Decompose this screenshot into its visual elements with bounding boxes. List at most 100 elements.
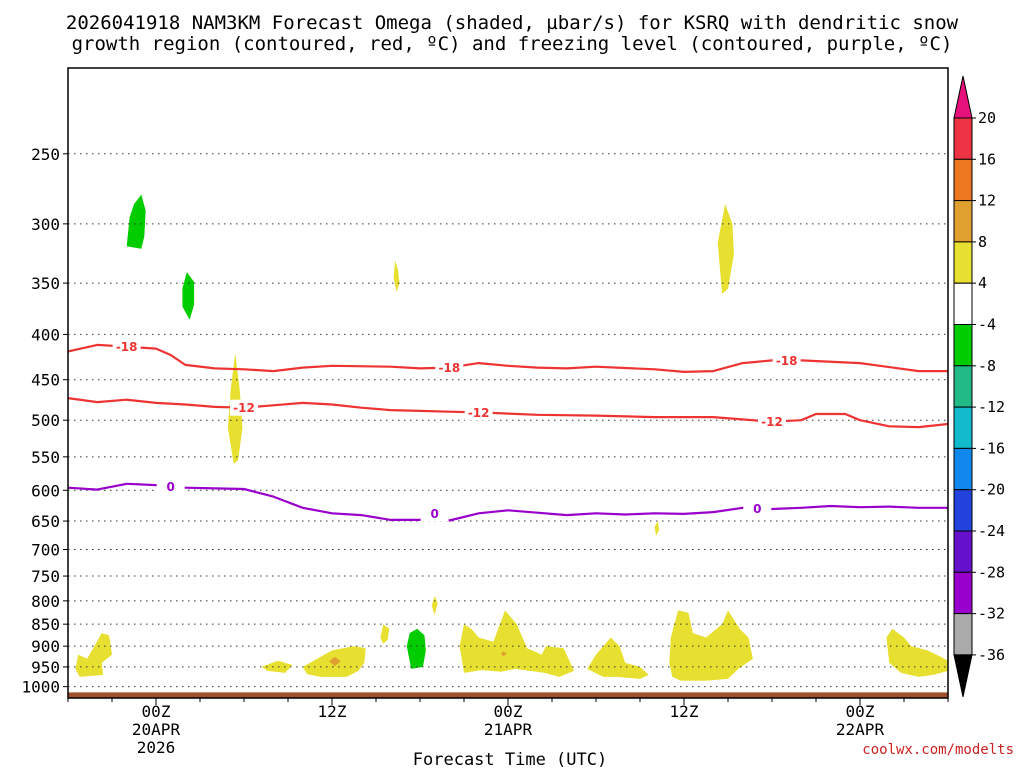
y-tick-label-300: 300	[31, 215, 60, 234]
x-tick-label1-3: 12Z	[670, 702, 699, 721]
x-tick-label3-0: 2026	[137, 738, 176, 757]
contour-label-bg-dendritic-minus18-2	[772, 352, 801, 369]
colorbar-swatch-8	[953, 447, 973, 491]
y-tick-label-400: 400	[31, 325, 60, 344]
colorbar-swatch-2	[953, 200, 973, 243]
yellow-blob-13	[886, 628, 948, 677]
colorbar-swatch-7	[953, 406, 973, 449]
contour-dendritic-minus18	[67, 343, 948, 373]
colorbar-label-2: 12	[978, 192, 996, 210]
colorbar-label-6: -8	[978, 357, 996, 375]
colorbar-swatch-6	[953, 365, 973, 408]
colorbar-label-0: 20	[978, 109, 996, 127]
x-tick-label1-4: 00Z	[846, 702, 875, 721]
credit-text: coolwx.com/modelts	[862, 742, 1014, 758]
contour-label-dendritic-minus18-2: -18	[776, 354, 798, 368]
x-tick-label1-1: 12Z	[318, 702, 347, 721]
y-tick-label-350: 350	[31, 274, 60, 293]
y-axis: 250 300 350 400 450 500 550 600 650 700 750 800 850 9…	[21, 145, 68, 697]
yellow-blob-3	[717, 204, 734, 294]
x-tick-label2-2: 21APR	[484, 720, 533, 739]
x-tick-label2-0: 20APR	[132, 720, 181, 739]
plot-area: -18 -18 -18 -12 -12 -12 0 0 0	[67, 67, 949, 699]
y-tick-label-850: 850	[31, 615, 60, 634]
orange-spot-1	[329, 656, 341, 667]
y-tick-label-750: 750	[31, 567, 60, 586]
contour-label-bg-freezing-level-0-2	[743, 500, 772, 517]
yellow-blob-10	[459, 610, 574, 677]
pressure-gridlines	[68, 153, 948, 688]
contour-label-bg-dendritic-minus18-0	[112, 338, 141, 355]
colorbar-bottom-arrow	[953, 654, 973, 698]
y-tick-label-450: 450	[31, 371, 60, 390]
x-axis-label: Forecast Time (UTC)	[413, 750, 607, 768]
contour-lines: -18 -18 -18 -12 -12 -12 0 0 0	[67, 338, 949, 522]
y-tick-label-800: 800	[31, 592, 60, 611]
contour-label-dendritic-minus12-0: -12	[233, 401, 255, 415]
yellow-blob-8	[380, 624, 390, 644]
contour-label-bg-freezing-level-0-0	[156, 478, 185, 495]
contour-label-bg-dendritic-minus18-1	[435, 359, 464, 376]
yellow-blob-2	[393, 260, 400, 292]
colorbar-label-3: 8	[978, 233, 987, 251]
y-tick-label-550: 550	[31, 448, 60, 467]
green-blob-1	[126, 194, 146, 249]
contour-label-bg-dendritic-minus12-1	[464, 404, 493, 421]
contour-freezing-level-0	[67, 482, 948, 522]
contour-label-freezing-level-0-1: 0	[430, 507, 438, 521]
contour-label-dendritic-minus18-1: -18	[438, 361, 460, 375]
colorbar-swatch-5	[953, 324, 973, 367]
x-tick-label2-4: 22APR	[836, 720, 885, 739]
ground-band	[68, 692, 948, 698]
y-tick-label-500: 500	[31, 411, 60, 430]
yellow-blob-6	[261, 660, 293, 673]
contour-label-freezing-level-0-0: 0	[166, 480, 174, 494]
orange-spot-2	[500, 651, 507, 657]
y-tick-label-700: 700	[31, 541, 60, 560]
green-blob-3	[406, 628, 426, 669]
colorbar-swatch-1	[953, 158, 973, 202]
colorbar-label-11: -28	[978, 563, 1005, 581]
chart-title-line2: growth region (contoured, red, ºC) and f…	[72, 33, 953, 55]
colorbar-label-9: -20	[978, 481, 1005, 499]
contour-label-dendritic-minus18-0: -18	[116, 340, 138, 354]
y-tick-label-900: 900	[31, 637, 60, 656]
y-tick-label-950: 950	[31, 658, 60, 677]
y-tick-label-1000: 1000	[21, 678, 60, 697]
yellow-blob-11	[587, 637, 649, 679]
colorbar-label-13: -36	[978, 646, 1005, 664]
colorbar-label-7: -12	[978, 398, 1005, 416]
contour-label-dendritic-minus12-2: -12	[761, 415, 783, 429]
x-tick-label1-2: 00Z	[494, 702, 523, 721]
contour-label-dendritic-minus12-1: -12	[468, 406, 490, 420]
colorbar-label-4: 4	[978, 274, 987, 292]
yellow-blob-5	[75, 633, 112, 677]
colorbar-swatch-4	[953, 282, 973, 326]
contour-dendritic-minus12	[67, 397, 949, 429]
contour-label-bg-dendritic-minus12-0	[230, 399, 258, 416]
colorbar: 20 16 12 8 4 -4 -8 -12 -16 -20 -24 -28 -32 -36	[953, 75, 1005, 698]
y-tick-label-600: 600	[31, 481, 60, 500]
colorbar-label-5: -4	[978, 316, 996, 334]
yellow-blob-12	[669, 610, 753, 681]
colorbar-top-arrow	[953, 75, 973, 119]
plot-background	[68, 68, 948, 698]
y-tick-label-250: 250	[31, 145, 60, 164]
contour-label-bg-dendritic-minus12-2	[758, 413, 786, 430]
colorbar-swatch-3	[953, 241, 973, 284]
contour-label-freezing-level-0-2: 0	[753, 502, 761, 516]
colorbar-swatch-9	[953, 489, 973, 532]
yellow-blob-4	[654, 521, 660, 536]
yellow-blob-9	[431, 596, 438, 615]
omega-shading	[75, 194, 948, 681]
colorbar-label-8: -16	[978, 439, 1005, 457]
chart-title-line1: 2026041918 NAM3KM Forecast Omega (shaded…	[66, 12, 959, 34]
colorbar-swatch-12	[953, 613, 973, 656]
x-tick-label1-0: 00Z	[142, 702, 171, 721]
colorbar-swatch-11	[953, 571, 973, 615]
colorbar-swatch-10	[953, 530, 973, 573]
colorbar-label-12: -32	[978, 605, 1005, 623]
colorbar-swatch-0	[953, 117, 973, 160]
